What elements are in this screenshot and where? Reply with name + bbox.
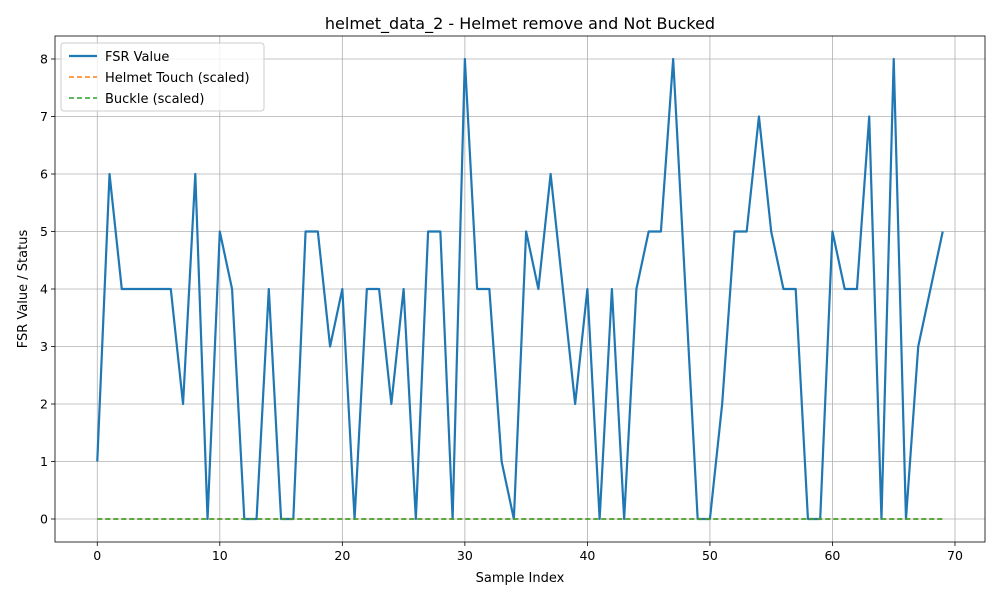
y-tick-label: 4 [40, 282, 48, 297]
x-axis-label: Sample Index [476, 571, 565, 586]
x-tick-label: 60 [824, 548, 840, 563]
x-tick-label: 70 [947, 548, 963, 563]
x-tick-label: 10 [212, 548, 228, 563]
series-line-fsr-value [96, 57, 944, 521]
chart-title: helmet_data_2 - Helmet remove and Not Bu… [325, 14, 715, 34]
y-tick-label: 0 [40, 512, 48, 527]
series-layer [96, 57, 944, 521]
y-tick-label: 5 [40, 224, 48, 239]
y-tick-label: 8 [40, 52, 48, 67]
legend-box [60, 42, 265, 112]
legend: FSR Value Helmet Touch (scaled) Buckle (… [60, 42, 265, 112]
y-tick-label: 3 [40, 339, 48, 354]
legend-label-helmet-touch: Helmet Touch (scaled) [105, 71, 250, 86]
x-tick-label: 20 [334, 548, 350, 563]
x-tick-label: 40 [579, 548, 595, 563]
legend-label-fsr-value: FSR Value [105, 50, 169, 65]
y-tick-label: 1 [40, 454, 48, 469]
axis-ticks: 0 10 20 30 40 50 60 70 0 1 2 3 4 5 6 7 8 [40, 52, 963, 564]
y-tick-label: 2 [40, 397, 48, 412]
y-axis-label: FSR Value / Status [16, 230, 31, 349]
legend-label-buckle: Buckle (scaled) [105, 92, 204, 107]
x-tick-label: 50 [702, 548, 718, 563]
y-tick-label: 6 [40, 167, 48, 182]
x-tick-label: 0 [93, 548, 101, 563]
y-tick-label: 7 [40, 109, 48, 124]
x-tick-label: 30 [457, 548, 473, 563]
